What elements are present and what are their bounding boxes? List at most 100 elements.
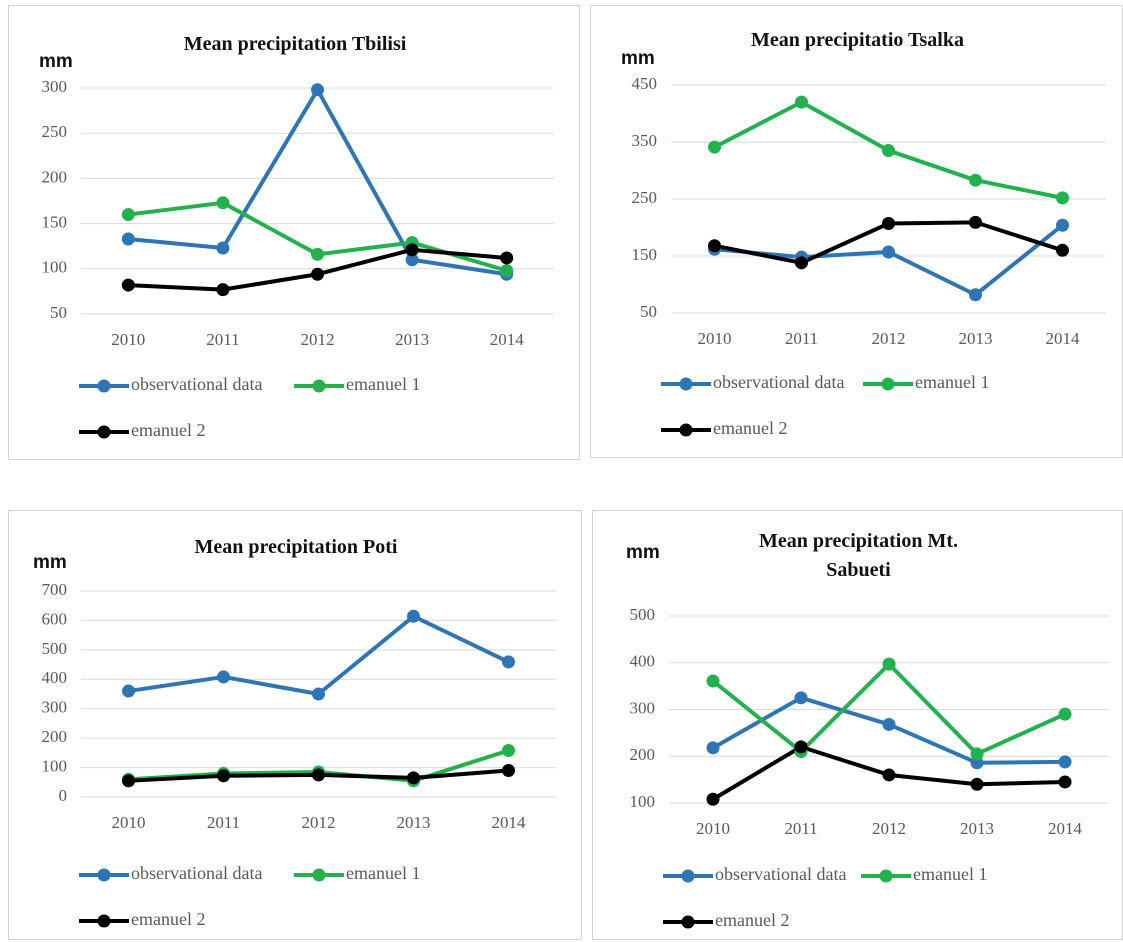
data-point xyxy=(407,771,420,785)
legend-marker xyxy=(97,425,111,439)
y-tick-label: 50 xyxy=(50,303,67,322)
data-point xyxy=(405,243,419,257)
y-tick-label: 300 xyxy=(630,698,656,717)
legend-marker xyxy=(312,379,326,393)
legend-label: emanuel 2 xyxy=(715,910,789,930)
chart-title: Mean precipitation Mt. Sabueti xyxy=(758,530,959,581)
legend-marker xyxy=(97,914,111,928)
data-point xyxy=(794,691,808,705)
x-tick-label: 2012 xyxy=(872,819,906,838)
data-point xyxy=(882,245,895,259)
data-point xyxy=(217,670,230,684)
data-point xyxy=(969,288,982,302)
data-point xyxy=(311,83,324,97)
y-tick-label: 600 xyxy=(42,609,68,628)
legend-marker xyxy=(312,868,326,882)
x-tick-label: 2014 xyxy=(1046,329,1081,348)
legend-label: emanuel 2 xyxy=(713,418,787,438)
y-tick-label: 150 xyxy=(632,245,658,264)
x-tick-label: 2010 xyxy=(696,819,730,838)
data-point xyxy=(706,741,720,755)
x-tick-label: 2012 xyxy=(872,329,906,348)
x-tick-label: 2011 xyxy=(785,329,818,348)
legend-label: emanuel 1 xyxy=(913,864,987,884)
x-tick-label: 2010 xyxy=(698,329,732,348)
y-tick-label: 300 xyxy=(42,698,68,717)
legend-marker xyxy=(881,377,895,391)
legend-label: observational data xyxy=(715,864,846,884)
chart: mm 50 100 150 200 250 300 2010 2011 2012 2013 2014 o… xyxy=(39,51,554,440)
data-point xyxy=(121,278,135,292)
y-tick-label: 250 xyxy=(42,122,68,141)
y-tick-label: 50 xyxy=(640,302,657,321)
data-point xyxy=(502,764,515,778)
data-point xyxy=(502,744,515,758)
legend-marker xyxy=(681,915,695,929)
x-tick-label: 2011 xyxy=(206,330,239,349)
data-point xyxy=(882,717,896,731)
data-point xyxy=(1058,775,1072,789)
data-point xyxy=(312,768,325,782)
data-point xyxy=(1056,243,1069,257)
chart-panel: mm 100 200 300 400 500 2010 2011 2012 2013 2014 obs… xyxy=(592,510,1123,940)
x-tick-label: 2012 xyxy=(301,330,335,349)
data-point xyxy=(882,657,896,671)
data-point xyxy=(795,95,808,109)
chart-title: Mean precipitation Tbilisi xyxy=(183,33,407,55)
chart-title: Mean precipitatio Tsalka xyxy=(751,29,964,51)
legend-label: emanuel 1 xyxy=(346,863,420,883)
y-axis-label: mm xyxy=(39,51,73,72)
legend-label: emanuel 1 xyxy=(346,374,420,394)
chart-panel: mm 0 100 200 300 400 500 600 700 2010 2011 2012 2013… xyxy=(8,510,582,940)
data-point xyxy=(882,144,895,158)
chart-panel: mm 50 100 150 200 250 300 2010 2011 2012 2013 2014 o… xyxy=(8,5,580,460)
data-point xyxy=(882,768,896,782)
data-point xyxy=(706,674,720,688)
x-tick-label: 2013 xyxy=(959,329,993,348)
data-point xyxy=(500,264,514,278)
y-tick-label: 500 xyxy=(42,639,68,658)
legend-marker xyxy=(679,423,693,437)
data-point xyxy=(407,609,420,623)
legend-label: emanuel 2 xyxy=(131,909,205,929)
x-tick-label: 2011 xyxy=(784,819,817,838)
data-point xyxy=(1056,191,1069,205)
data-point xyxy=(216,241,230,255)
y-axis-label: mm xyxy=(33,552,67,573)
series-line xyxy=(128,614,510,696)
data-point xyxy=(122,684,135,698)
y-tick-label: 200 xyxy=(42,167,68,186)
data-point xyxy=(708,239,721,253)
chart: mm 100 200 300 400 500 2010 2011 2012 2013 2014 obs… xyxy=(626,542,1109,930)
legend-marker xyxy=(681,869,695,883)
y-tick-label: 0 xyxy=(59,786,68,805)
y-tick-label: 700 xyxy=(42,580,68,599)
x-tick-label: 2014 xyxy=(490,330,525,349)
data-point xyxy=(216,196,230,210)
x-tick-label: 2010 xyxy=(111,330,145,349)
y-tick-label: 500 xyxy=(630,605,656,624)
data-point xyxy=(708,140,721,154)
y-tick-label: 450 xyxy=(632,74,658,93)
y-tick-label: 400 xyxy=(42,668,68,687)
legend-label: observational data xyxy=(713,372,844,392)
data-point xyxy=(1056,218,1069,232)
y-tick-label: 100 xyxy=(630,792,656,811)
data-point xyxy=(122,774,135,788)
x-tick-label: 2010 xyxy=(112,813,146,832)
chart-title: Mean precipitation Poti xyxy=(194,536,398,558)
data-point xyxy=(312,687,325,701)
data-point xyxy=(121,208,135,222)
x-tick-label: 2013 xyxy=(395,330,429,349)
data-point xyxy=(1058,707,1072,721)
data-point xyxy=(969,173,982,187)
y-tick-label: 350 xyxy=(632,131,658,150)
data-point xyxy=(794,740,808,754)
data-point xyxy=(311,267,324,281)
data-point xyxy=(706,792,720,806)
y-tick-label: 400 xyxy=(630,652,656,671)
data-point xyxy=(969,215,982,229)
y-axis-label: mm xyxy=(621,48,655,69)
legend-label: observational data xyxy=(131,374,262,394)
data-point xyxy=(970,756,984,770)
